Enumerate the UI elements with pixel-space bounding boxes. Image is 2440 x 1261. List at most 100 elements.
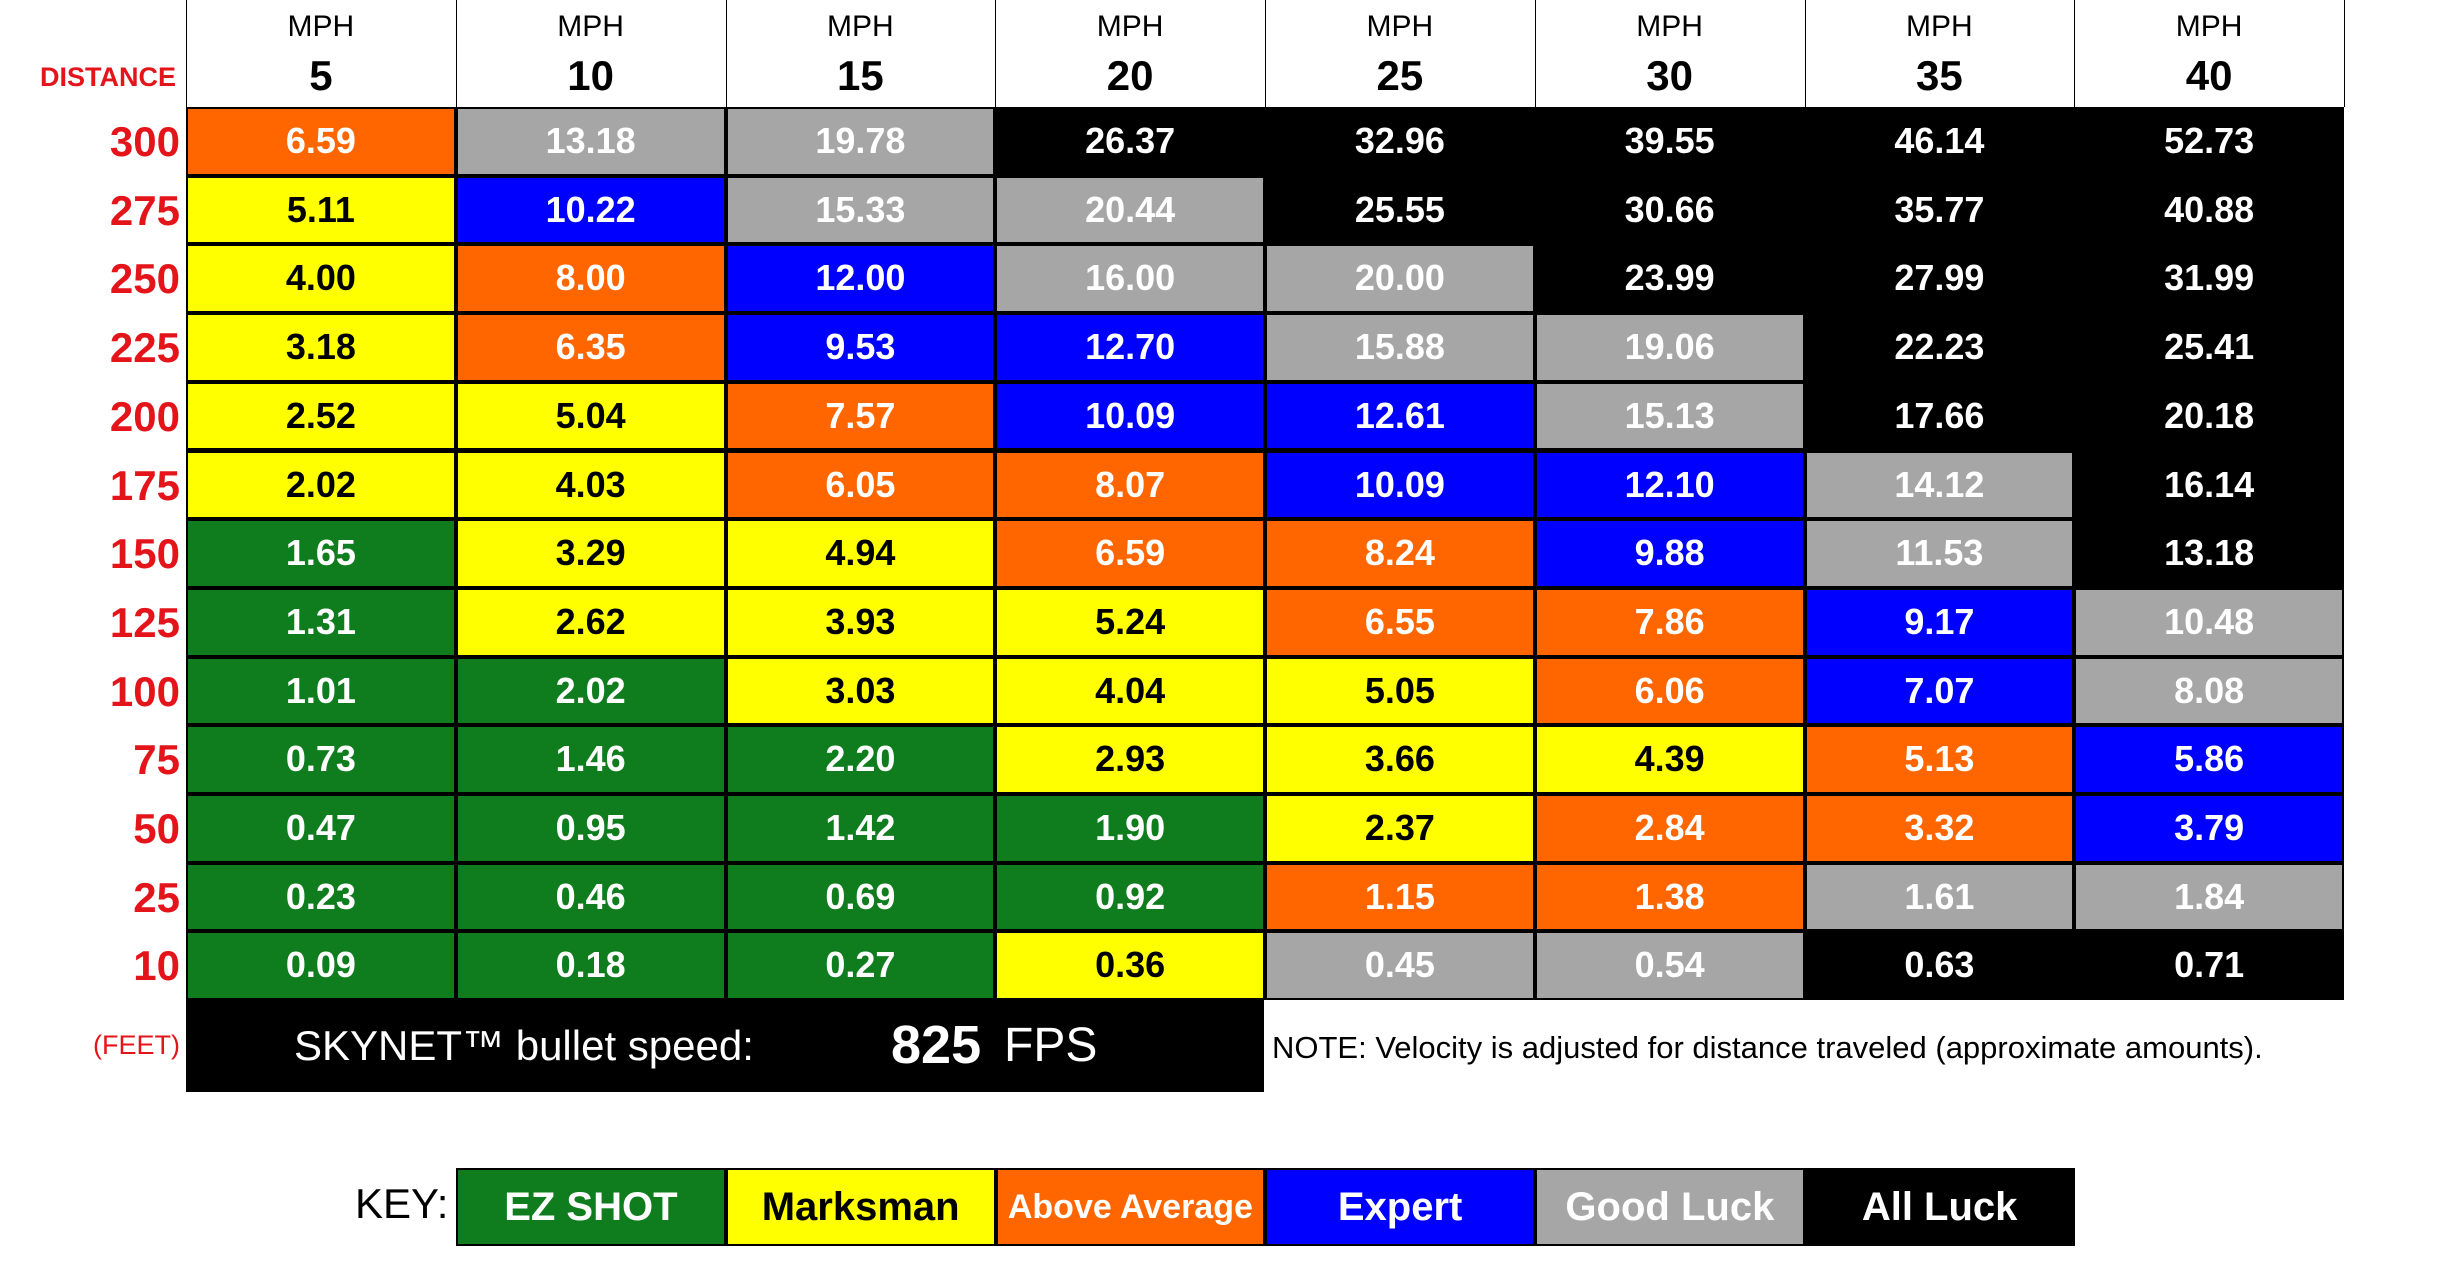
table-cell: 5.13 [1804, 725, 2075, 794]
table-cell: 5.86 [2074, 725, 2344, 794]
cell-value: 3.93 [825, 600, 896, 642]
table-cell: 35.77 [1804, 175, 2075, 245]
cell-value: 30.66 [1624, 188, 1715, 230]
cell-value: 2.52 [285, 394, 356, 436]
table-cell: 8.08 [2074, 656, 2344, 726]
column-wind-speed: 35 [1916, 52, 1963, 99]
holdover-table: 6.59 13.18 19.78 26.37 32.96 39.55 46.14 52.73 5… [186, 107, 2344, 1001]
cell-value: 9.53 [825, 326, 896, 368]
table-cell: 2.93 [995, 725, 1265, 794]
cell-value: 1.46 [555, 738, 626, 780]
cell-value: 2.62 [555, 600, 626, 642]
key-item: Good Luck [1535, 1168, 1805, 1246]
table-cell: 10.22 [455, 175, 726, 245]
row-distance-label: 175 [109, 461, 180, 509]
cell-value: 5.86 [2174, 738, 2245, 780]
cell-value: 5.13 [1904, 738, 1975, 780]
cell-value: 31.99 [2164, 257, 2255, 299]
column-header: MPH 20 [995, 0, 1265, 107]
table-cell: 0.63 [1804, 931, 2075, 1001]
cell-value: 0.54 [1634, 944, 1705, 986]
table-cell: 9.88 [1534, 519, 1805, 588]
cell-value: 1.84 [2174, 875, 2245, 917]
cell-value: 11.53 [1895, 532, 1984, 574]
table-cell: 7.57 [725, 381, 996, 451]
table-cell: 6.35 [455, 313, 726, 382]
cell-value: 0.95 [555, 807, 626, 848]
table-cell: 4.39 [1534, 725, 1805, 794]
cell-value: 0.92 [1095, 875, 1166, 917]
column-unit: MPH [1636, 10, 1703, 43]
table-cell: 52.73 [2074, 107, 2344, 176]
cell-value: 32.96 [1354, 120, 1445, 161]
table-cell: 3.66 [1265, 725, 1535, 794]
cell-value: 2.37 [1364, 807, 1435, 848]
cell-value: 27.99 [1894, 257, 1985, 299]
row-distance-label: 75 [133, 736, 180, 784]
column-divider [2344, 0, 2345, 107]
table-cell: 1.15 [1265, 862, 1535, 932]
table-cell: 7.86 [1534, 587, 1805, 657]
cell-value: 0.63 [1904, 944, 1975, 986]
cell-value: 19.78 [815, 120, 906, 161]
cell-value: 5.24 [1095, 600, 1166, 642]
cell-value: 39.55 [1624, 120, 1715, 161]
table-cell: 2.84 [1534, 794, 1805, 863]
cell-value: 6.05 [825, 463, 896, 505]
table-cell: 1.46 [455, 725, 726, 794]
table-cell: 2.20 [725, 725, 996, 794]
key-item: All Luck [1804, 1168, 2075, 1246]
cell-value: 4.94 [825, 532, 896, 574]
column-divider [995, 0, 997, 107]
table-cell: 4.00 [186, 244, 456, 314]
cell-value: 2.84 [1634, 807, 1705, 848]
cell-value: 35.77 [1894, 188, 1985, 230]
cell-value: 19.06 [1624, 326, 1715, 368]
cell-value: 1.01 [285, 669, 356, 711]
table-cell: 20.44 [995, 175, 1265, 245]
table-cell: 1.90 [995, 794, 1265, 863]
column-unit: MPH [827, 10, 894, 43]
table-cell: 0.54 [1534, 931, 1805, 1001]
table-cell: 31.99 [2074, 244, 2344, 314]
table-cell: 12.61 [1265, 381, 1535, 451]
table-cell: 0.92 [995, 862, 1265, 932]
row-distance-label: 10 [133, 942, 180, 990]
table-cell: 14.12 [1804, 450, 2075, 520]
table-cell: 13.18 [2074, 519, 2344, 588]
table-cell: 10.48 [2074, 587, 2344, 657]
table-cell: 17.66 [1804, 381, 2075, 451]
row-distance-label: 275 [109, 186, 180, 234]
column-header: MPH 15 [726, 0, 996, 107]
cell-value: 1.31 [285, 600, 356, 642]
table-cell: 6.05 [725, 450, 996, 520]
column-unit: MPH [1096, 10, 1164, 43]
cell-value: 5.05 [1364, 669, 1435, 711]
column-wind-speed: 40 [2185, 52, 2233, 99]
row-distance-label: 200 [109, 392, 180, 440]
table-cell: 16.14 [2074, 450, 2344, 520]
table-cell: 12.70 [995, 313, 1265, 382]
cell-value: 6.06 [1634, 669, 1705, 711]
cell-value: 15.13 [1624, 394, 1715, 436]
cell-value: 7.07 [1904, 669, 1975, 711]
table-cell: 1.61 [1804, 862, 2075, 932]
table-cell: 12.00 [725, 244, 996, 314]
table-cell: 11.53 [1804, 519, 2075, 588]
table-cell: 16.00 [995, 244, 1265, 314]
column-wind-speed: 10 [567, 52, 614, 99]
table-cell: 1.65 [186, 519, 456, 588]
cell-value: 16.14 [2164, 463, 2255, 505]
table-cell: 1.38 [1534, 862, 1805, 932]
table-cell: 27.99 [1804, 244, 2075, 314]
table-cell: 13.18 [455, 107, 726, 176]
cell-value: 12.00 [815, 257, 906, 299]
cell-value: 5.04 [555, 394, 626, 436]
table-cell: 4.94 [725, 519, 996, 588]
table-cell: 0.09 [186, 931, 456, 1001]
table-cell: 19.78 [725, 107, 996, 176]
table-cell: 30.66 [1534, 175, 1805, 245]
cell-value: 9.17 [1904, 600, 1975, 642]
column-header: MPH 40 [2074, 0, 2344, 107]
table-cell: 5.04 [455, 381, 726, 451]
